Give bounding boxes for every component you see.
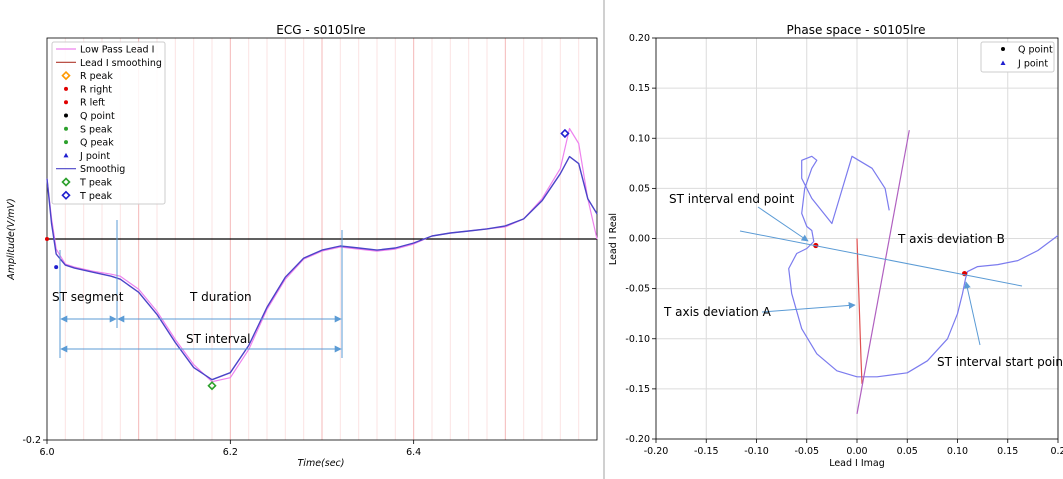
phase-ytick-label: -0.15 <box>625 384 650 395</box>
ecg-legend-swatch <box>61 177 71 187</box>
phase-series-line <box>788 155 1059 378</box>
ecg-markers <box>45 128 570 391</box>
phase-xtick-label: 0.10 <box>947 446 968 457</box>
st-interval-label: ST interval <box>186 332 251 346</box>
phase-ytick-label: 0.00 <box>629 234 650 245</box>
ecg-ylabel: Amplitude(V/mV) <box>6 198 17 281</box>
st-end-label: ST interval end point <box>669 192 795 206</box>
ecg-xlabel: Time(sec) <box>298 458 345 469</box>
ecg-series <box>46 127 598 383</box>
t-axis-a-arrow <box>761 301 856 313</box>
ecg-series-line <box>46 155 598 381</box>
ecg-legend-swatch <box>64 140 68 145</box>
ecg-legend-label: Low Pass Lead I <box>80 45 154 56</box>
phase-legend-box <box>980 41 1055 73</box>
ecg-legend-swatch <box>63 152 69 158</box>
ecg-ytick-label: -0.2 <box>22 435 41 446</box>
ecg-chart: ECG - s0105lre 6.0 6.2 6.4 -0.2 Time(sec) A… <box>6 23 598 469</box>
phase-xtick-label: -0.10 <box>744 446 769 457</box>
phase-xtick-label: 0.15 <box>997 446 1018 457</box>
ecg-legend: Low Pass Lead I Lead I smoothing R peak R r… <box>51 41 166 205</box>
phase-ytick-label: -0.10 <box>625 334 650 345</box>
ecg-legend-box <box>51 41 166 205</box>
phase-chart: Phase space - s0105lre -0.20 -0.15 -0.10 -0… <box>608 23 1063 469</box>
ecg-legend-swatch <box>64 113 68 118</box>
phase-series-line <box>856 238 863 384</box>
ecg-legend-label: R right <box>80 84 112 95</box>
phase-legend-label: Q point <box>1018 45 1053 56</box>
ecg-legend-swatch <box>64 126 68 131</box>
st-start-label: ST interval start point <box>937 355 1063 369</box>
phase-xtick-label: 0.00 <box>846 446 867 457</box>
phase-ytick-label: 0.20 <box>629 33 650 44</box>
phase-ytick-label: -0.05 <box>625 284 650 295</box>
phase-legend-swatch <box>1000 60 1006 65</box>
ecg-legend-label: Q point <box>80 111 115 122</box>
t-duration-label: T duration <box>189 290 252 304</box>
t-axis-a-label: T axis deviation A <box>663 305 772 319</box>
ecg-legend-swatch <box>61 70 71 81</box>
ecg-legend-label: T peak <box>79 191 113 202</box>
phase-legend-swatch <box>1001 47 1005 51</box>
phase-ytick-label: 0.05 <box>629 183 650 194</box>
ecg-xtick-label: 6.4 <box>406 447 421 458</box>
ecg-legend-swatch <box>64 100 68 105</box>
ecg-legend-swatch <box>64 86 68 91</box>
ecg-point-marker <box>54 265 59 270</box>
ecg-point-marker <box>560 128 570 139</box>
ecg-xtick-label: 6.2 <box>223 447 238 458</box>
ecg-point-marker <box>45 237 49 241</box>
ecg-legend-label: S peak <box>80 124 113 135</box>
ecg-legend-label: Q peak <box>80 138 114 149</box>
phase-ytick-label: 0.15 <box>629 83 650 94</box>
deviation-line <box>739 230 1023 287</box>
st-start-arrow <box>963 281 981 346</box>
ecg-xtick-label: 6.0 <box>39 447 54 458</box>
phase-xtick-label: 0.2 <box>1050 446 1063 457</box>
phase-legend-label: J point <box>1017 59 1048 70</box>
st-segment-label: ST segment <box>52 290 124 304</box>
phase-ticks: -0.20 -0.15 -0.10 -0.05 0.00 0.05 0.10 0.15 0.20… <box>625 33 1063 457</box>
phase-ytick-label: 0.10 <box>629 133 650 144</box>
phase-xtick-label: -0.15 <box>694 446 719 457</box>
ecg-ticks: 6.0 6.2 6.4 -0.2 <box>22 435 421 458</box>
phase-annotations: ST interval end point T axis deviation B… <box>663 192 1063 369</box>
ecg-legend-label: Smoothig <box>80 164 125 175</box>
phase-series <box>788 130 1059 415</box>
phase-ylabel: Lead I Real <box>608 213 619 265</box>
phase-legend: Q point J point <box>980 41 1055 73</box>
ecg-legend-label: J point <box>79 151 110 162</box>
ecg-legend-swatch <box>61 190 71 200</box>
ecg-legend-label: Lead I smoothing <box>80 58 162 69</box>
t-axis-b-label: T axis deviation B <box>897 232 1005 246</box>
ecg-annotations: ST segment T duration ST interval <box>52 220 343 358</box>
phase-title: Phase space - s0105lre <box>787 23 926 37</box>
ecg-point-marker <box>207 381 217 391</box>
ecg-legend-label: T peak <box>79 178 113 189</box>
phase-xtick-label: -0.20 <box>644 446 669 457</box>
ecg-title: ECG - s0105lre <box>276 23 365 37</box>
st-end-arrow <box>757 206 809 242</box>
phase-xtick-label: 0.05 <box>897 446 918 457</box>
phase-series-line <box>856 130 910 415</box>
ecg-legend-label: R peak <box>80 71 113 82</box>
ecg-legend-label: R left <box>80 98 105 109</box>
phase-ytick-label: -0.20 <box>625 434 650 445</box>
phase-xlabel: Lead I Imag <box>829 458 885 469</box>
phase-xtick-label: -0.05 <box>794 446 819 457</box>
